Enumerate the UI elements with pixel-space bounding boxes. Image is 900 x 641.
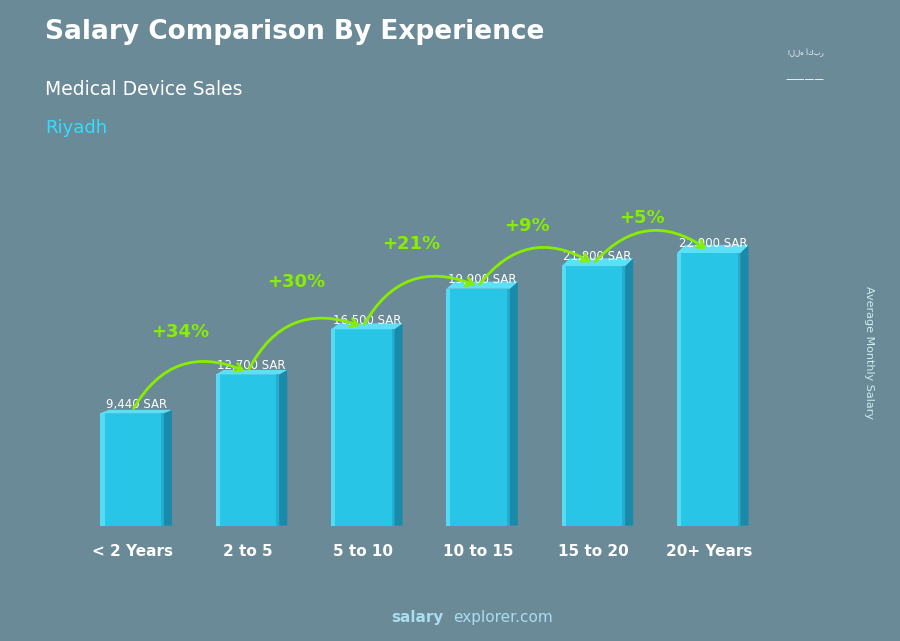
Polygon shape [446, 288, 509, 526]
Text: +21%: +21% [382, 235, 440, 253]
Text: 15 to 20: 15 to 20 [558, 544, 629, 559]
Text: 19,900 SAR: 19,900 SAR [448, 273, 517, 286]
Text: +9%: +9% [504, 217, 549, 235]
Polygon shape [446, 281, 518, 288]
Polygon shape [276, 374, 279, 526]
Text: 9,440 SAR: 9,440 SAR [105, 397, 166, 411]
Polygon shape [101, 410, 172, 413]
Polygon shape [216, 370, 287, 374]
Text: +30%: +30% [267, 273, 325, 291]
Text: Average Monthly Salary: Average Monthly Salary [863, 286, 874, 419]
Polygon shape [101, 413, 104, 526]
Polygon shape [677, 253, 681, 526]
Polygon shape [507, 288, 509, 526]
Polygon shape [562, 266, 626, 526]
Polygon shape [562, 266, 566, 526]
Polygon shape [677, 245, 749, 253]
Polygon shape [331, 329, 335, 526]
Polygon shape [622, 266, 626, 526]
Text: salary: salary [392, 610, 444, 625]
Polygon shape [216, 374, 279, 526]
Polygon shape [161, 413, 164, 526]
Text: < 2 Years: < 2 Years [92, 544, 173, 559]
Text: 16,500 SAR: 16,500 SAR [333, 313, 401, 326]
Polygon shape [394, 323, 402, 526]
Polygon shape [216, 374, 220, 526]
Polygon shape [331, 329, 394, 526]
Text: Medical Device Sales: Medical Device Sales [45, 80, 242, 99]
Text: +5%: +5% [619, 209, 665, 227]
Text: الله أكبر: الله أكبر [788, 48, 824, 57]
Text: ————: ———— [786, 74, 825, 85]
Text: +34%: +34% [151, 323, 210, 341]
Polygon shape [509, 281, 518, 526]
Text: explorer.com: explorer.com [453, 610, 553, 625]
Polygon shape [626, 258, 634, 526]
Text: Salary Comparison By Experience: Salary Comparison By Experience [45, 19, 544, 46]
Polygon shape [562, 258, 634, 266]
Polygon shape [164, 410, 172, 526]
Text: 22,900 SAR: 22,900 SAR [679, 237, 747, 251]
Text: 12,700 SAR: 12,700 SAR [217, 359, 286, 372]
Polygon shape [101, 413, 164, 526]
Polygon shape [331, 323, 402, 329]
Text: 21,800 SAR: 21,800 SAR [563, 251, 632, 263]
Polygon shape [741, 245, 749, 526]
Polygon shape [392, 329, 394, 526]
Polygon shape [738, 253, 741, 526]
Text: 2 to 5: 2 to 5 [222, 544, 273, 559]
Polygon shape [446, 288, 450, 526]
Text: 20+ Years: 20+ Years [666, 544, 752, 559]
Text: 5 to 10: 5 to 10 [333, 544, 392, 559]
Text: 10 to 15: 10 to 15 [443, 544, 513, 559]
Polygon shape [279, 370, 287, 526]
Polygon shape [677, 253, 741, 526]
Text: Riyadh: Riyadh [45, 119, 107, 137]
